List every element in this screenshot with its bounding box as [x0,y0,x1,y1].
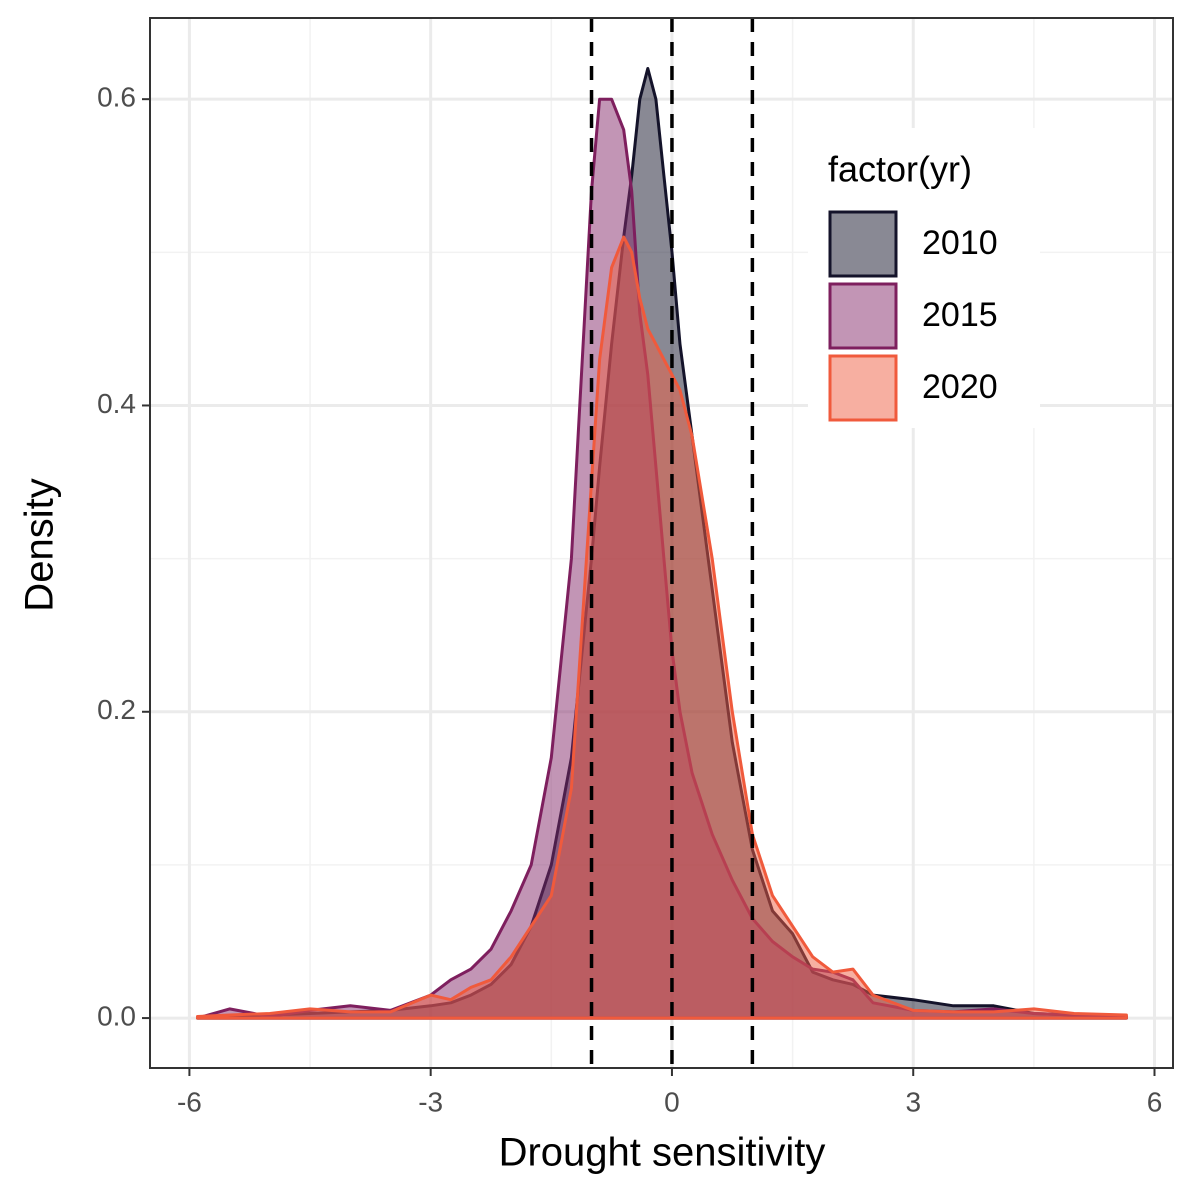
y-tick-label: 0.0 [97,1000,136,1031]
marks [196,18,1128,1068]
x-tick-label: -6 [177,1086,202,1117]
legend-label: 2020 [922,368,998,406]
y-axis-title: Density [18,478,62,611]
axes: -6 -3 0 3 6 0.0 0.2 0.4 0.6 [97,82,1162,1118]
x-axis-title: Drought sensitivity [499,1131,826,1175]
x-tick-label: 0 [664,1086,680,1117]
x-tick-label: 6 [1147,1086,1163,1117]
x-tick-label: 3 [905,1086,921,1117]
legend-key [828,282,898,350]
panel-border [149,17,1174,1069]
y-tick-label: 0.6 [97,82,136,113]
x-tick-label: -3 [418,1086,443,1117]
legend-title: factor(yr) [828,149,972,190]
legend-key [828,210,898,278]
y-tick-label: 0.4 [97,388,136,419]
legend-key [828,354,898,422]
legend: factor(yr) 2010 2015 2020 [808,128,1040,428]
legend-label: 2015 [922,296,998,334]
legend-label: 2010 [922,224,998,262]
y-tick-label: 0.2 [97,694,136,725]
density-area [196,235,1128,1020]
